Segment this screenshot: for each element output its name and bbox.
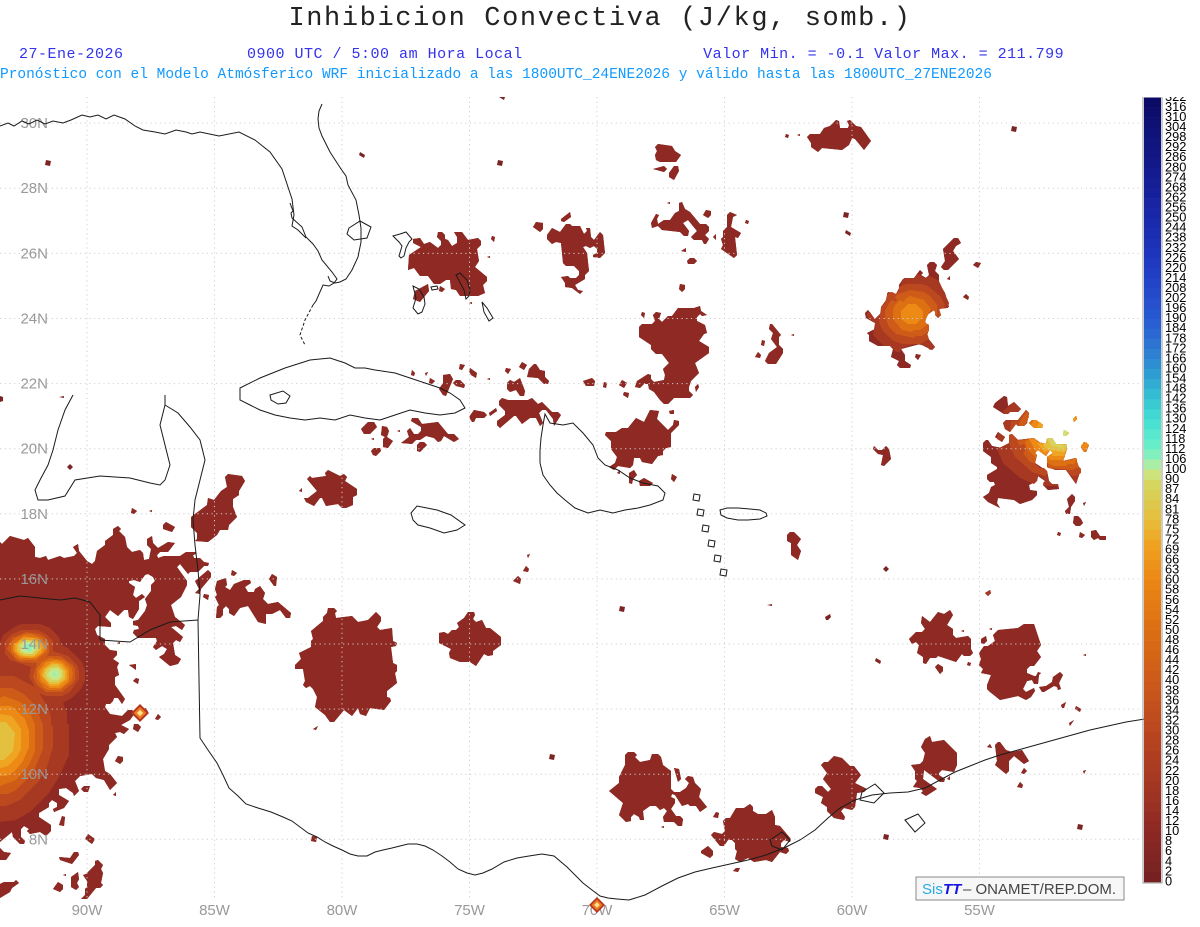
svg-text:20N: 20N [20, 441, 48, 458]
svg-text:18N: 18N [20, 506, 48, 523]
svg-text:26N: 26N [20, 245, 48, 262]
svg-text:65W: 65W [709, 902, 741, 919]
svg-text:28N: 28N [20, 180, 48, 197]
svg-text:22N: 22N [20, 376, 48, 393]
svg-text:12N: 12N [20, 701, 48, 718]
svg-text:55W: 55W [964, 902, 996, 919]
svg-text:75W: 75W [454, 902, 486, 919]
svg-text:0: 0 [1165, 873, 1172, 888]
svg-text:8N: 8N [29, 831, 48, 848]
svg-text:TT: TT [943, 881, 963, 898]
svg-text:Sis: Sis [922, 881, 943, 898]
svg-text:24N: 24N [20, 311, 48, 328]
svg-text:60W: 60W [837, 902, 869, 919]
svg-text:90W: 90W [72, 902, 104, 919]
svg-text:16N: 16N [20, 571, 48, 588]
svg-text:10N: 10N [20, 766, 48, 783]
svg-text:85W: 85W [199, 902, 231, 919]
svg-text:14N: 14N [20, 636, 48, 653]
svg-text:– ONAMET/REP.DOM.: – ONAMET/REP.DOM. [963, 881, 1116, 898]
svg-text:80W: 80W [327, 902, 359, 919]
